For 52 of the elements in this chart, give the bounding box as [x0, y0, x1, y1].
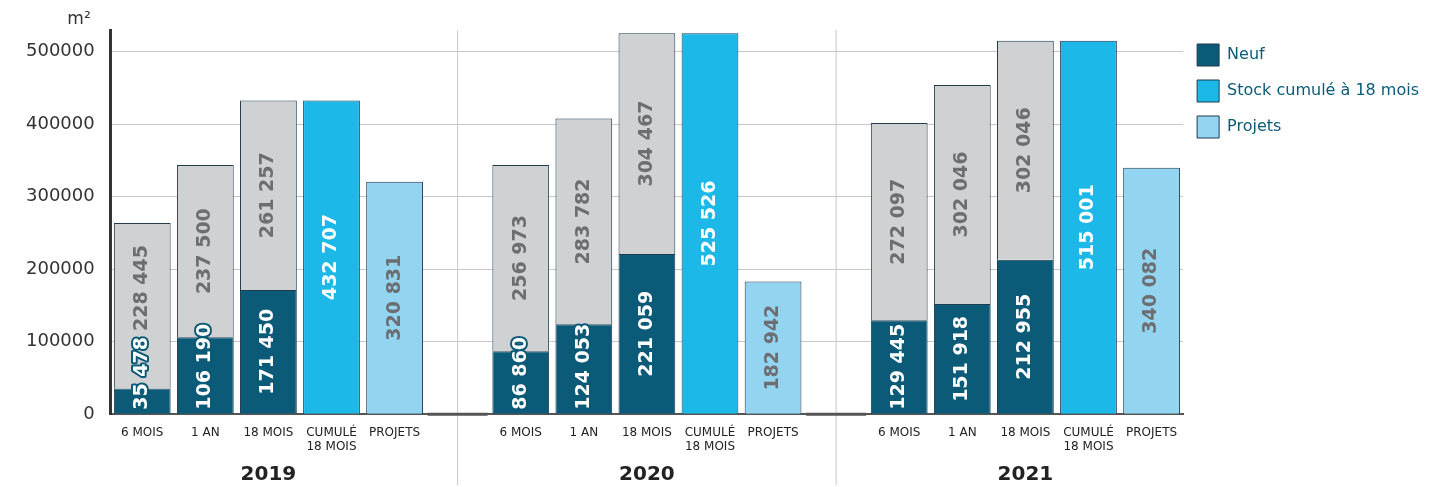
x-tick-label: 6 MOIS: [499, 424, 542, 439]
data-label: 86 860: [507, 336, 530, 410]
y-axis-title: m²: [67, 7, 91, 28]
x-tick-label: 6 MOIS: [121, 424, 164, 439]
data-label: 515 001: [1075, 184, 1098, 271]
data-label: 129 445: [886, 323, 909, 410]
data-label: 228 445: [129, 245, 152, 331]
x-tick-label: CUMULÉ 18 MOIS: [306, 423, 357, 453]
x-tick-label: 1 AN: [569, 424, 599, 439]
data-label: 272 097: [886, 178, 909, 265]
y-tick-label: 300000: [25, 184, 95, 206]
y-tick-label: 0: [83, 401, 95, 423]
data-label: 320 831: [381, 254, 404, 341]
x-tick-label: 1 AN: [948, 424, 977, 439]
data-label: 432 707: [318, 214, 341, 301]
y-tick-label: 200000: [25, 256, 95, 278]
data-label: 283 782: [570, 178, 593, 265]
text: 2020: [619, 461, 675, 486]
x-tick-label: CUMULÉ 18 MOIS: [1063, 423, 1114, 453]
x-tick-label: 18 MOIS: [621, 424, 672, 439]
data-label: 302 046: [949, 151, 972, 238]
data-label: 171 450: [255, 308, 278, 395]
data-label: 237 500: [192, 208, 215, 295]
data-label: 525 526: [696, 180, 719, 267]
legend-label: Stock cumulé à 18 mois: [1227, 80, 1420, 100]
x-tick-label: 1 AN: [191, 424, 220, 439]
data-label: 106 190: [192, 323, 215, 410]
text: 2021: [997, 461, 1054, 486]
data-label: 124 053: [570, 323, 593, 410]
data-label: 151 918: [949, 315, 972, 402]
data-label: 261 257: [255, 152, 278, 239]
y-tick-label: 400000: [25, 111, 95, 133]
data-label: 304 467: [633, 100, 656, 187]
x-tick-label: PROJETS: [369, 424, 421, 439]
data-label: 221 059: [633, 290, 656, 377]
data-label: 302 046: [1012, 107, 1035, 194]
data-label: 212 955: [1012, 293, 1035, 380]
data-label: 340 082: [1138, 247, 1161, 334]
legend-label: Projets: [1227, 116, 1282, 136]
data-label: 35 478: [129, 336, 152, 410]
data-label: 182 942: [760, 304, 783, 391]
x-tick-label: PROJETS: [1126, 424, 1178, 439]
y-tick-label: 500000: [25, 39, 95, 61]
data-label: 256 973: [507, 215, 530, 302]
x-tick-label: 18 MOIS: [1000, 424, 1051, 439]
x-tick-label: 18 MOIS: [243, 424, 294, 439]
x-tick-label: PROJETS: [747, 424, 799, 439]
legend-label: Neuf: [1227, 44, 1266, 64]
y-tick-label: 100000: [25, 329, 95, 351]
text: 2019: [240, 461, 297, 486]
x-tick-label: 6 MOIS: [878, 424, 921, 439]
x-tick-label: CUMULÉ 18 MOIS: [684, 423, 736, 453]
